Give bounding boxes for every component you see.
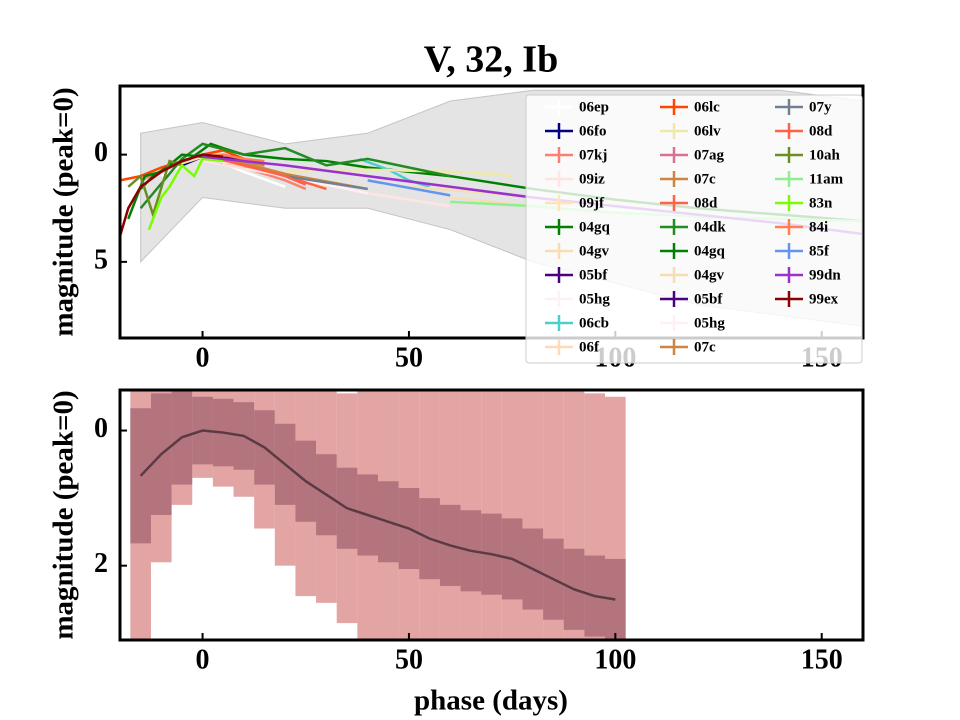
legend-label: 06lc (694, 99, 720, 115)
mean-line (139, 429, 616, 601)
y-axis-label: magnitude (peak=0) (48, 390, 80, 639)
y-tick-label: 5 (94, 244, 108, 275)
legend-label: 05hg (694, 315, 725, 331)
light-curve (139, 142, 451, 210)
legend-label: 07c (694, 171, 716, 187)
legend-label: 08d (694, 195, 718, 211)
error-band-inner (130, 408, 151, 544)
legend-label: 06f (579, 339, 600, 355)
legend-label: 06cb (579, 315, 609, 331)
x-tick-label: 50 (395, 644, 423, 675)
legend-label: 84i (809, 219, 828, 235)
legend-label: 04gv (579, 243, 610, 259)
y-axis-label: magnitude (peak=0) (48, 87, 80, 336)
x-tick-label: 0 (196, 342, 210, 373)
legend-label: 05hg (579, 291, 610, 307)
y-tick-label: 0 (94, 137, 108, 168)
x-axis-label: phase (days) (414, 685, 568, 717)
axes-frame (118, 84, 865, 340)
legend-label: 04gq (579, 219, 611, 235)
light-curve (284, 174, 368, 191)
error-band-inner (605, 558, 626, 640)
legend-label: 05bf (694, 291, 723, 307)
legend-label: 07c (694, 339, 716, 355)
axes-frame (118, 388, 865, 642)
legend-label: 83n (809, 195, 833, 211)
light-curve (127, 159, 183, 219)
legend-label: 08d (809, 123, 833, 139)
legend-label: 06ep (579, 99, 609, 115)
y-tick-label: 0 (94, 413, 108, 444)
legend-label: 04dk (694, 219, 726, 235)
legend-label: 09jf (579, 195, 605, 211)
legend-label: 85f (809, 243, 830, 259)
legend-label: 05bf (579, 267, 608, 283)
legend-label: 07ag (694, 147, 725, 163)
plot-area (130, 390, 626, 640)
x-tick-label: 50 (395, 342, 423, 373)
light-curve (285, 168, 513, 178)
x-tick-label: 150 (801, 644, 843, 675)
y-tick-label: 2 (94, 548, 108, 579)
legend-label: 10ah (809, 147, 841, 163)
legend-label: 07y (809, 99, 832, 115)
legend-label: 04gq (694, 243, 726, 259)
light-curve (147, 157, 224, 231)
light-curve (367, 179, 451, 197)
legend-box (525, 94, 863, 364)
x-tick-label: 0 (196, 644, 210, 675)
legend-label: 11am (809, 171, 844, 187)
legend-label: 09iz (579, 171, 605, 187)
legend-label: 06fo (579, 123, 607, 139)
legend-label: 07kj (579, 147, 607, 163)
legend-label: 99dn (809, 267, 841, 283)
chart-title: V, 32, Ib (424, 39, 558, 81)
legend-label: 99ex (809, 291, 839, 307)
x-tick-label: 100 (594, 644, 636, 675)
legend-label: 06lv (694, 123, 721, 139)
light-curve (120, 153, 224, 237)
legend-label: 04gv (694, 267, 725, 283)
